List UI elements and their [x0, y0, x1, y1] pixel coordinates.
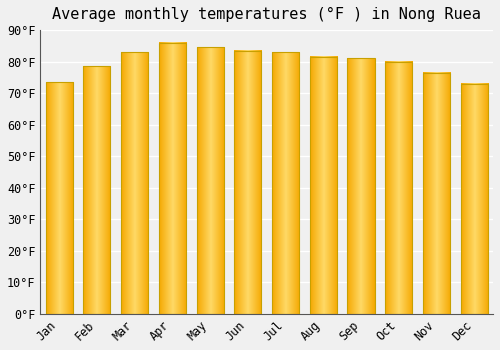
Title: Average monthly temperatures (°F ) in Nong Ruea: Average monthly temperatures (°F ) in No… — [52, 7, 481, 22]
